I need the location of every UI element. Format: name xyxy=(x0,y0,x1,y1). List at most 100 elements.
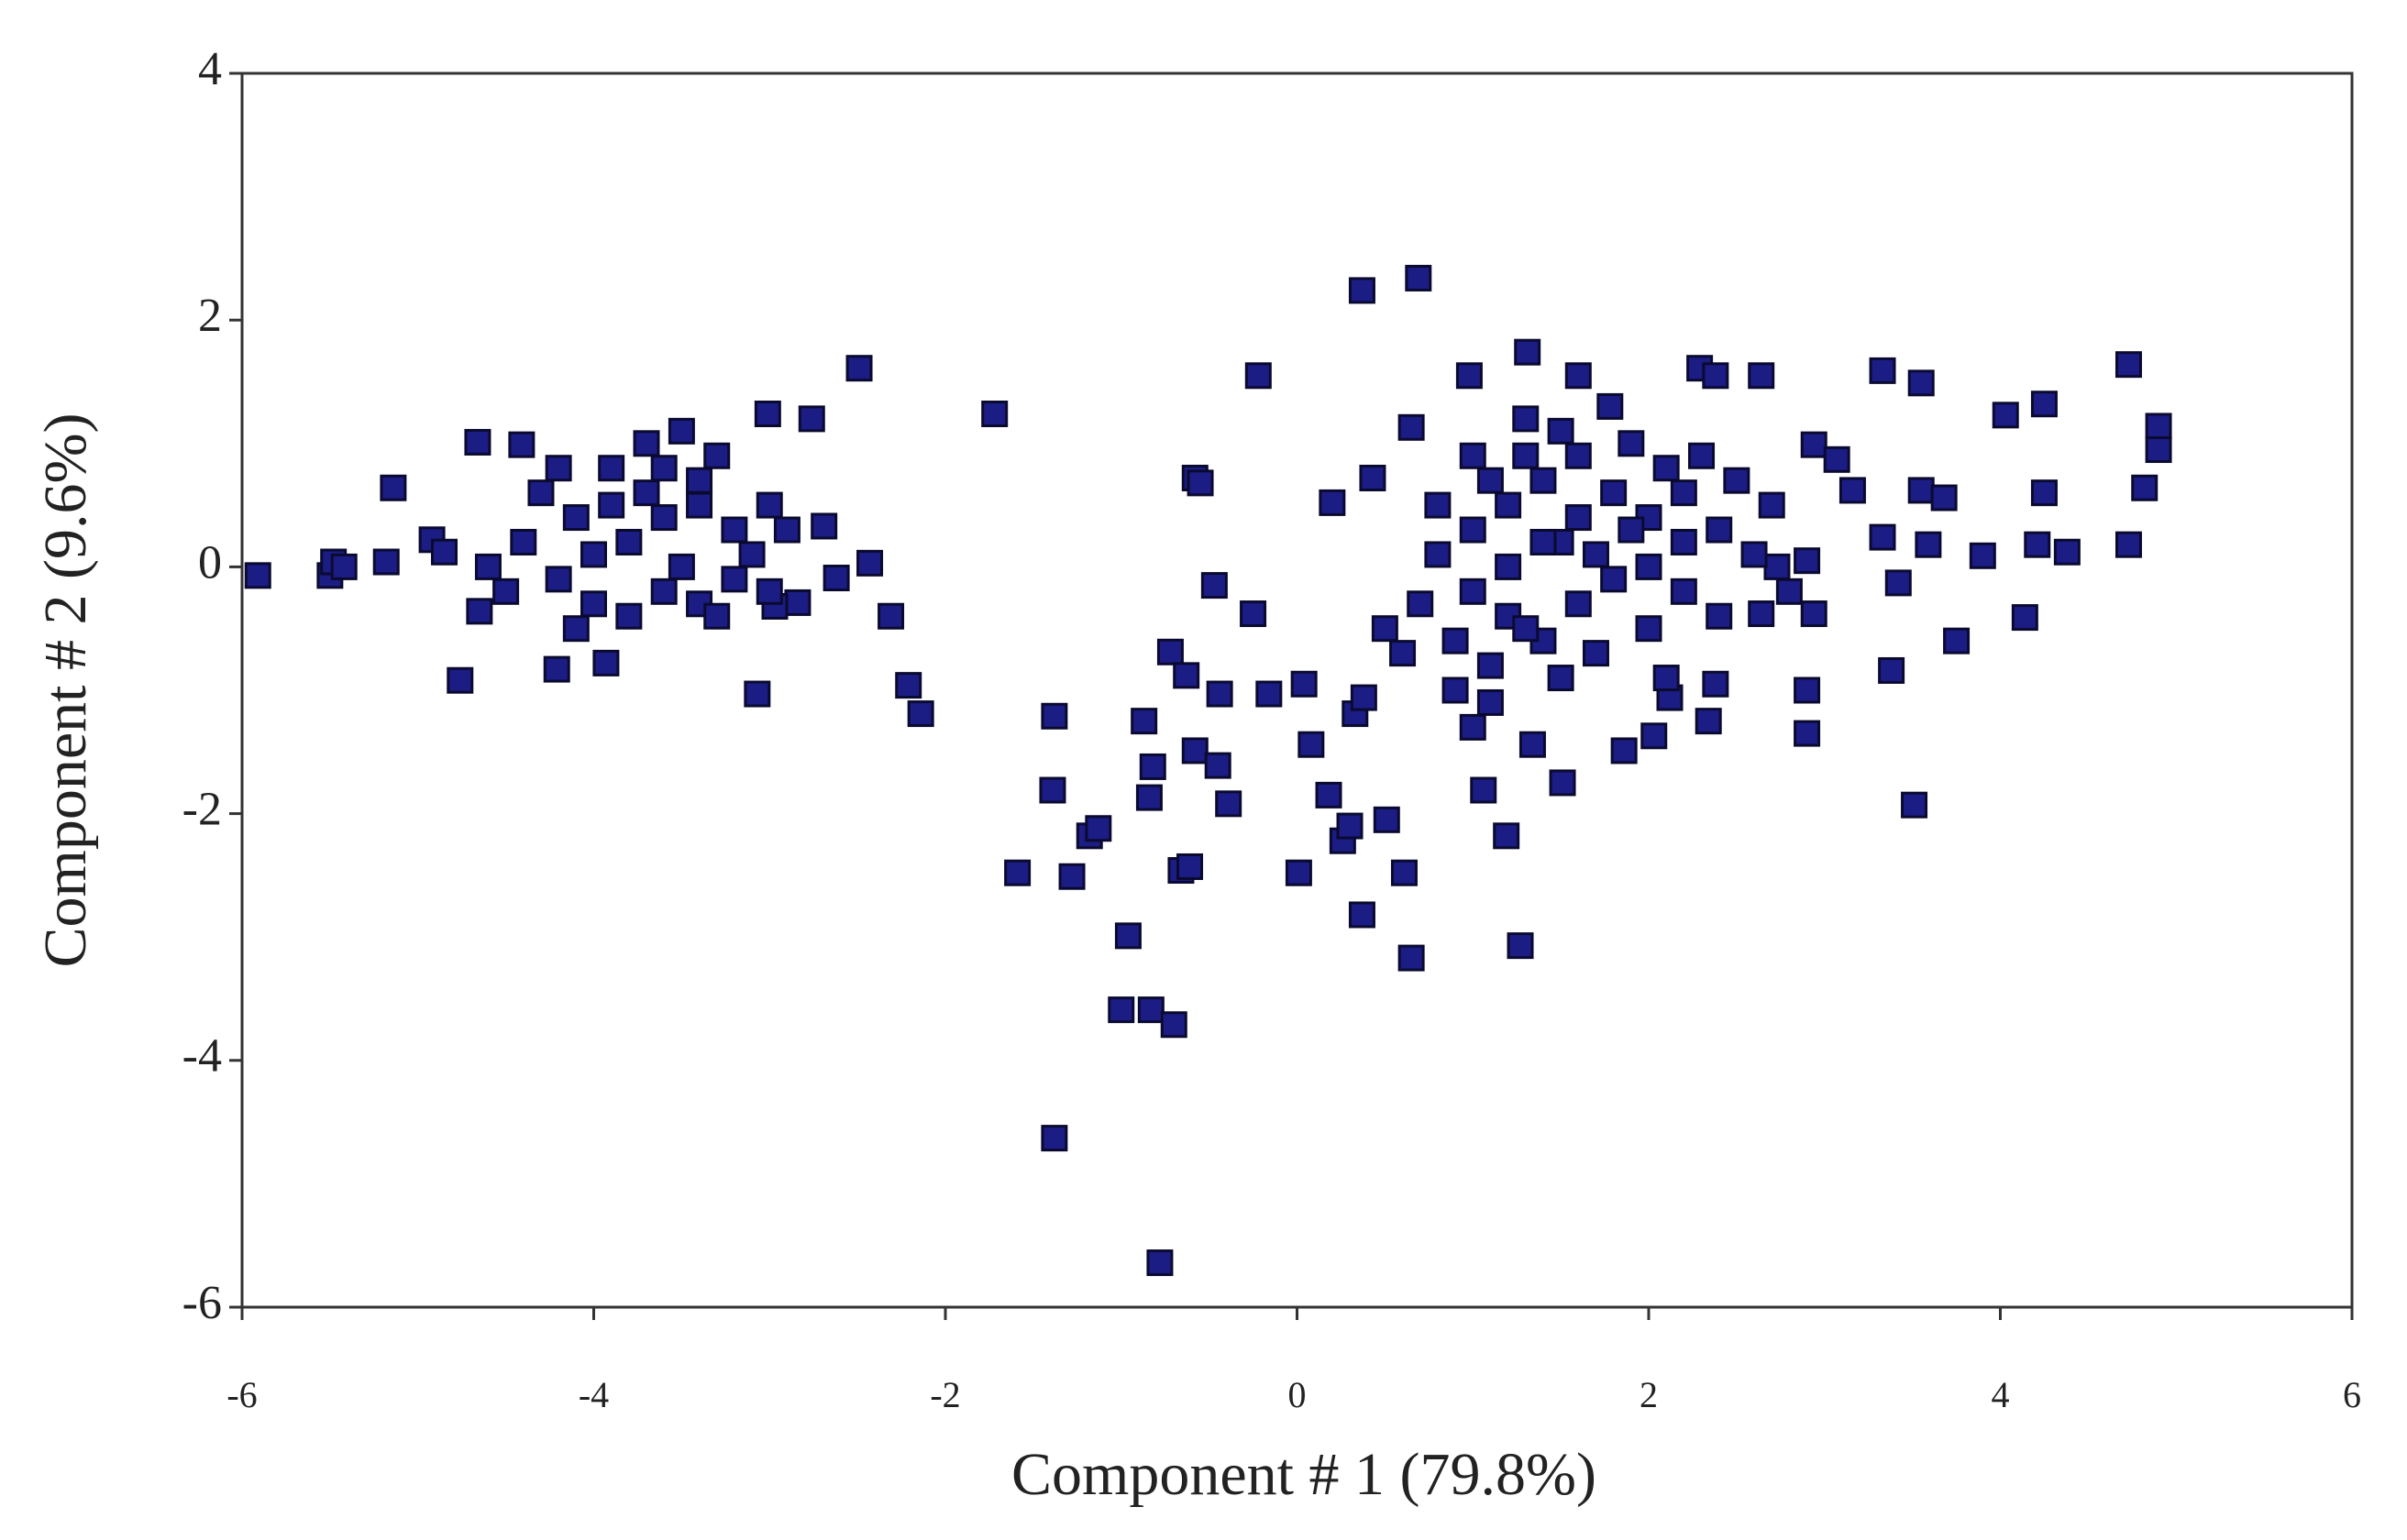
point xyxy=(1907,477,1935,504)
point xyxy=(1373,806,1400,833)
point xyxy=(1878,656,1905,684)
point xyxy=(1459,578,1486,605)
point xyxy=(1459,442,1486,469)
point xyxy=(1156,638,1184,666)
point xyxy=(1794,547,1821,575)
point xyxy=(1204,752,1231,779)
point xyxy=(527,479,555,507)
point xyxy=(1600,479,1628,507)
point xyxy=(686,491,713,519)
point xyxy=(1930,484,1958,512)
point xyxy=(1315,781,1342,808)
point xyxy=(1706,602,1733,630)
point xyxy=(1350,684,1377,711)
point xyxy=(1670,479,1697,507)
point xyxy=(1596,392,1624,420)
point xyxy=(1348,901,1375,929)
point xyxy=(1512,442,1540,469)
point xyxy=(721,516,748,544)
point xyxy=(1610,737,1638,764)
point xyxy=(2131,474,2159,501)
point xyxy=(1507,932,1534,960)
point xyxy=(380,474,407,501)
point xyxy=(1240,600,1267,628)
x-tick-label: 2 xyxy=(1640,1374,1658,1415)
point xyxy=(1424,491,1452,519)
point xyxy=(2114,351,2142,379)
point xyxy=(1529,467,1557,494)
point xyxy=(1901,791,1928,819)
point xyxy=(2030,479,2058,507)
point xyxy=(1371,615,1398,643)
point xyxy=(650,578,678,605)
point xyxy=(1139,753,1166,780)
point xyxy=(1405,264,1432,292)
point xyxy=(580,541,607,568)
x-tick-label: -6 xyxy=(226,1374,257,1415)
point xyxy=(1512,405,1540,433)
point xyxy=(1943,627,1971,654)
point xyxy=(1041,702,1068,730)
point xyxy=(330,553,358,580)
point xyxy=(981,400,1009,427)
point xyxy=(1748,362,1775,390)
point xyxy=(703,602,731,630)
point xyxy=(372,548,400,576)
point xyxy=(598,455,625,482)
point xyxy=(1039,776,1066,804)
point xyxy=(1004,859,1032,886)
point xyxy=(1495,491,1522,519)
point xyxy=(580,590,607,618)
point xyxy=(1206,680,1233,708)
point xyxy=(1459,516,1486,544)
point xyxy=(1992,402,2019,429)
point xyxy=(1794,720,1821,747)
point xyxy=(1706,516,1733,544)
point xyxy=(1547,665,1574,692)
point xyxy=(703,442,731,469)
point xyxy=(1114,922,1142,950)
point xyxy=(474,553,502,580)
point xyxy=(1915,531,1942,558)
point xyxy=(1493,822,1520,850)
point xyxy=(1476,688,1504,716)
point xyxy=(1459,713,1486,741)
point xyxy=(1336,812,1364,840)
point xyxy=(1390,859,1418,886)
point xyxy=(1564,442,1592,469)
y-tick-label: -6 xyxy=(182,1277,222,1329)
point xyxy=(1549,769,1576,797)
point xyxy=(1041,1125,1068,1152)
point xyxy=(1635,615,1662,643)
point xyxy=(1564,590,1592,618)
point xyxy=(1740,541,1768,568)
point xyxy=(1187,469,1214,497)
point xyxy=(1200,572,1228,600)
point xyxy=(2145,436,2172,464)
x-tick-label: 6 xyxy=(2343,1374,2361,1415)
point xyxy=(2053,538,2081,566)
point xyxy=(744,680,771,708)
point xyxy=(2011,604,2038,632)
point xyxy=(1290,670,1318,698)
x-axis-title: Component # 1 (79.8%) xyxy=(1011,1441,1596,1508)
point xyxy=(1618,516,1645,544)
point xyxy=(1582,541,1609,568)
point xyxy=(1176,852,1204,880)
point xyxy=(492,578,520,605)
point xyxy=(1702,362,1729,390)
point xyxy=(1652,455,1680,482)
point xyxy=(798,405,825,433)
point xyxy=(1455,362,1483,390)
point xyxy=(1794,676,1821,704)
point xyxy=(1476,467,1504,494)
point xyxy=(1688,442,1716,469)
point xyxy=(431,538,458,566)
point xyxy=(2114,531,2142,558)
point xyxy=(1838,477,1866,504)
point xyxy=(1635,553,1662,580)
point xyxy=(1518,731,1546,758)
point xyxy=(1137,996,1165,1024)
point xyxy=(784,588,812,616)
point xyxy=(1823,446,1850,473)
